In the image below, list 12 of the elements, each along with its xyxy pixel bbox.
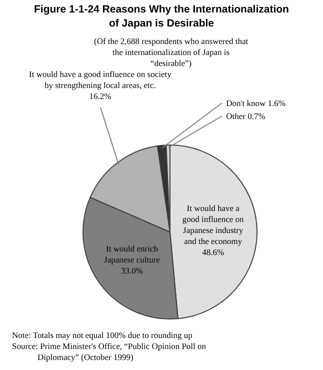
source-note: Source: Prime Minister's Office, “Public Opinion Poll on Diplomacy” (October 1999) [12,341,207,362]
slice-label: Other 0.7% [224,111,266,121]
chart-subtitle: (Of the 2,688 respondents who answered that the internationalization of Japan is “desirable”) [94,36,249,68]
data-label: 16.2% [89,91,112,102]
slice-label: It would have a good influence on Japanese industry and the economy [182,202,245,246]
data-label: 48.6% [202,247,224,258]
slice-label: It would have a good influence on society by strengthening local areas, etc. [29,69,172,90]
data-label: 33.0% [121,265,143,276]
slice-label: It would enrich Japanese culture [104,243,160,264]
chart-title: Figure 1-1-24 Reasons Why the Internationalization of Japan is Desirable [34,4,289,30]
text: Note: Totals may not equal 100% due to rounding up [12,330,192,340]
slice-label: Don't know 1.6% [224,98,286,108]
